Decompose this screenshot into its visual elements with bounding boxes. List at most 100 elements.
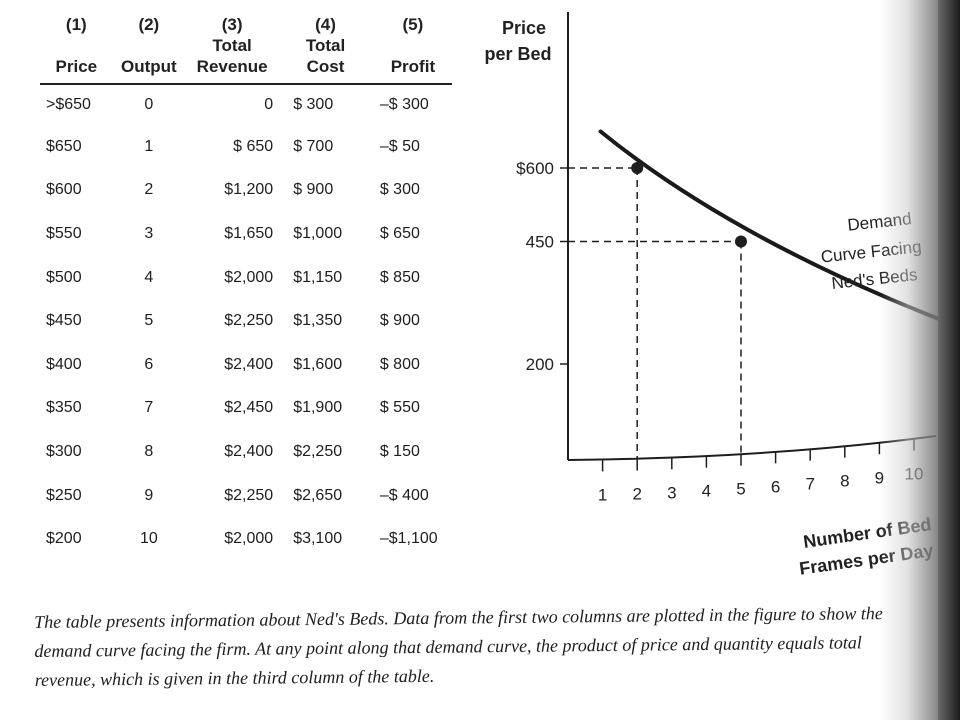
cell-output: 10 bbox=[139, 530, 158, 548]
cell-profit: $ 800 bbox=[379, 355, 420, 373]
cell-total-revenue: $1,200 bbox=[224, 181, 274, 199]
x-tick-label-7: 7 bbox=[805, 475, 814, 494]
cell-total-cost: $2,650 bbox=[293, 486, 343, 504]
cell-total-revenue: $ 650 bbox=[233, 137, 274, 155]
cell-price: $650 bbox=[46, 137, 82, 155]
data-point-2 bbox=[631, 162, 644, 174]
x-tick-label-5: 5 bbox=[736, 480, 745, 499]
table-body: >$650 0 0 $ 300 –$ 300 $650 1 $ 650 $ 700 –$ 50 $6… bbox=[40, 84, 452, 561]
cell-profit: –$ 300 bbox=[379, 96, 429, 113]
cell-total-revenue: $2,000 bbox=[224, 530, 274, 548]
cell-total-cost: $ 900 bbox=[293, 181, 334, 199]
figure-caption: The table presents information about Ned… bbox=[34, 603, 883, 690]
table-row: $400 6 $2,400 $1,600 $ 800 bbox=[40, 343, 452, 387]
neds-beds-table: (1) Price (2) Output (3) Total Revenue (4) Tot… bbox=[40, 14, 452, 561]
cell-output: 5 bbox=[144, 312, 154, 330]
y-axis-title-line2: per Bed bbox=[484, 44, 551, 64]
cell-output: 3 bbox=[144, 224, 154, 242]
cell-profit: –$1,100 bbox=[379, 530, 438, 548]
column-header-price-num: (1) bbox=[65, 15, 87, 34]
column-header-total-revenue-label1: Total bbox=[212, 36, 252, 55]
cell-price: >$650 bbox=[46, 96, 91, 113]
cell-profit: –$ 400 bbox=[379, 486, 429, 504]
cell-price: $200 bbox=[46, 530, 82, 548]
cell-total-revenue: 0 bbox=[264, 96, 274, 113]
x-tick-label-8: 8 bbox=[840, 472, 849, 491]
table-row: $650 1 $ 650 $ 700 –$ 50 bbox=[40, 125, 452, 169]
y-tick-label-450: 450 bbox=[526, 233, 554, 252]
table-row: $550 3 $1,650 $1,000 $ 650 bbox=[40, 212, 452, 256]
table-row: $500 4 $2,000 $1,150 $ 850 bbox=[40, 256, 452, 300]
column-header-output-label1 bbox=[119, 35, 179, 56]
guide-lines bbox=[568, 167, 742, 459]
column-header-price-label1 bbox=[46, 35, 107, 56]
cell-total-revenue: $2,000 bbox=[224, 268, 274, 286]
column-header-profit-label1 bbox=[380, 35, 446, 56]
cell-profit: $ 550 bbox=[379, 399, 420, 417]
y-axis-title-line1: Price bbox=[502, 18, 546, 38]
cell-total-cost: $2,250 bbox=[293, 442, 343, 460]
column-header-total-revenue-label2: Revenue bbox=[196, 57, 268, 76]
x-axis-ticks: 12345678910 bbox=[598, 438, 923, 504]
column-header-profit: (5) Profit bbox=[363, 14, 452, 85]
table-row: $300 8 $2,400 $2,250 $ 150 bbox=[40, 430, 452, 474]
cell-profit: –$ 50 bbox=[379, 137, 420, 155]
cell-total-revenue: $2,450 bbox=[224, 399, 274, 417]
page-edge-dark bbox=[938, 0, 960, 720]
cell-total-cost: $1,350 bbox=[293, 312, 343, 330]
cell-total-revenue: $2,250 bbox=[224, 486, 274, 504]
column-header-total-cost-label2: Cost bbox=[306, 57, 345, 76]
column-header-output-label2: Output bbox=[120, 57, 177, 76]
cell-price: $600 bbox=[46, 181, 82, 199]
cell-output: 4 bbox=[144, 268, 154, 286]
cell-output: 7 bbox=[144, 399, 154, 417]
cell-price: $350 bbox=[46, 399, 82, 417]
cell-total-cost: $1,600 bbox=[293, 355, 343, 373]
column-header-profit-label2: Profit bbox=[390, 57, 436, 76]
x-tick-label-4: 4 bbox=[702, 482, 711, 501]
column-header-total-revenue-num: (3) bbox=[221, 15, 243, 34]
table-header-row: (1) Price (2) Output (3) Total Revenue (4) Tot… bbox=[40, 14, 452, 85]
table-row: $600 2 $1,200 $ 900 $ 300 bbox=[40, 169, 452, 213]
cell-price: $450 bbox=[46, 312, 82, 330]
table-row: $200 10 $2,000 $3,100 –$1,100 bbox=[40, 517, 452, 561]
x-tick-label-1: 1 bbox=[598, 485, 607, 504]
cell-total-cost: $1,150 bbox=[293, 268, 343, 286]
highlighted-points bbox=[631, 162, 747, 248]
table-row: >$650 0 0 $ 300 –$ 300 bbox=[40, 84, 452, 125]
cell-profit: $ 900 bbox=[379, 312, 420, 330]
table-row: $350 7 $2,450 $1,900 $ 550 bbox=[40, 387, 452, 431]
column-header-total-cost-num: (4) bbox=[315, 15, 336, 34]
table-row: $250 9 $2,250 $2,650 –$ 400 bbox=[40, 474, 452, 518]
column-header-output-num: (2) bbox=[138, 15, 160, 34]
cell-price: $250 bbox=[46, 486, 82, 504]
data-point-5 bbox=[735, 235, 747, 248]
cell-output: 2 bbox=[144, 181, 154, 199]
cell-price: $400 bbox=[46, 355, 82, 373]
cell-output: 8 bbox=[144, 442, 154, 460]
cell-price: $550 bbox=[46, 224, 82, 242]
x-tick-label-9: 9 bbox=[875, 468, 884, 487]
cell-total-cost: $3,100 bbox=[293, 530, 343, 548]
x-tick-label-3: 3 bbox=[667, 483, 676, 502]
y-tick-label-200: 200 bbox=[526, 355, 554, 374]
column-header-price: (1) Price bbox=[40, 14, 113, 85]
column-header-price-label2: Price bbox=[55, 57, 98, 76]
column-header-total-cost: (4) Total Cost bbox=[279, 14, 364, 85]
cell-total-revenue: $2,400 bbox=[224, 442, 274, 460]
cell-output: 6 bbox=[144, 355, 154, 373]
cell-profit: $ 650 bbox=[379, 224, 420, 242]
x-tick-label-2: 2 bbox=[632, 485, 641, 504]
cell-total-cost: $1,900 bbox=[293, 399, 343, 417]
y-tick-label-600: $600 bbox=[516, 159, 554, 178]
column-header-total-cost-label1: Total bbox=[305, 36, 346, 55]
cell-price: $500 bbox=[46, 268, 82, 286]
cell-profit: $ 150 bbox=[379, 442, 420, 460]
table-row: $450 5 $2,250 $1,350 $ 900 bbox=[40, 299, 452, 343]
cell-output: 9 bbox=[144, 486, 154, 504]
cell-total-cost: $ 700 bbox=[293, 137, 334, 155]
y-axis-ticks: $600 450 200 bbox=[516, 159, 568, 374]
cell-total-cost: $1,000 bbox=[293, 224, 343, 242]
cell-price: $300 bbox=[46, 442, 82, 460]
